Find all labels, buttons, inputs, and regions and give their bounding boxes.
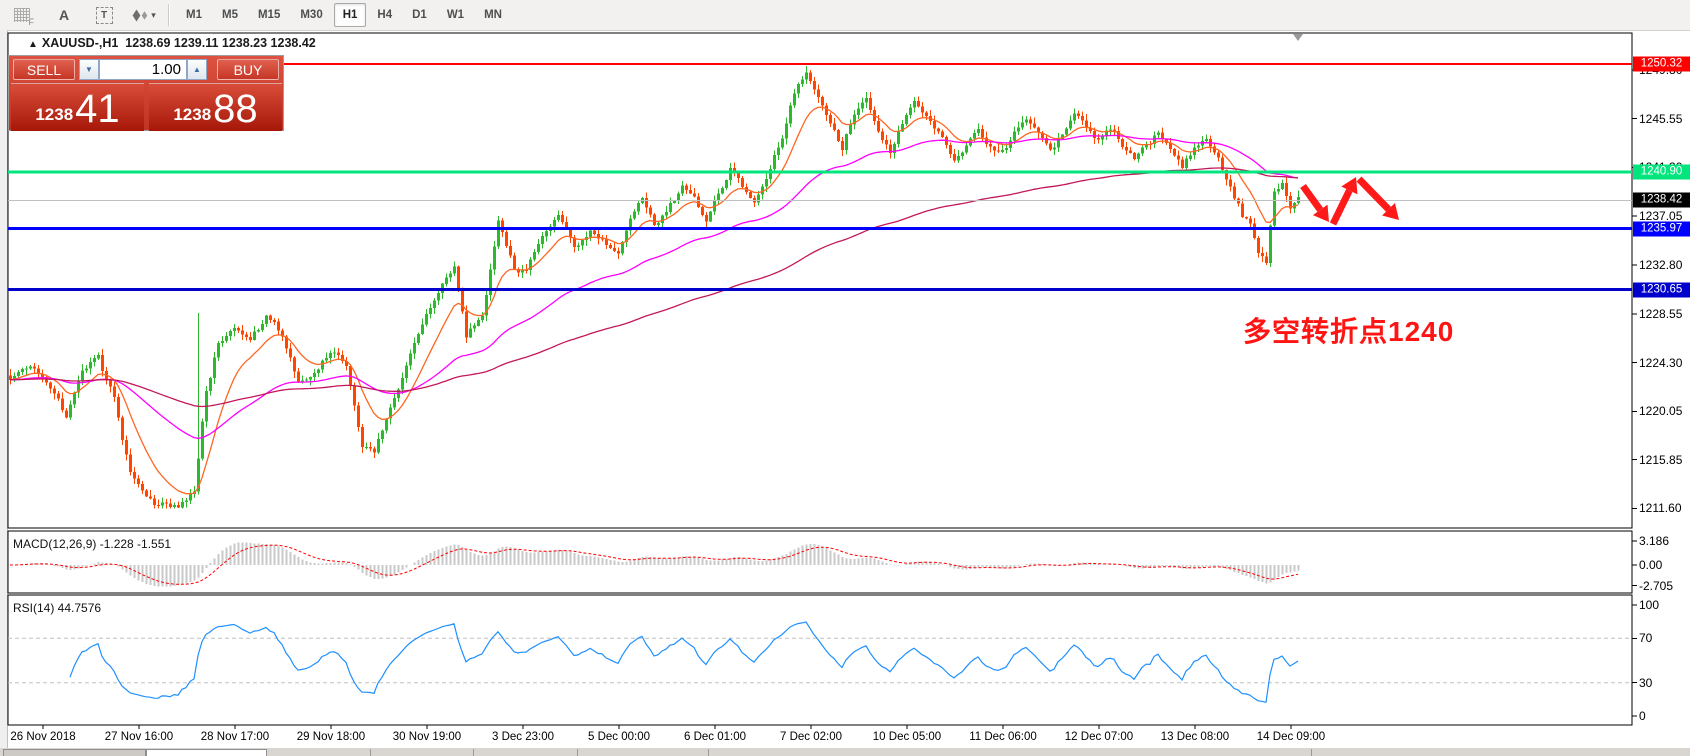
rsi-indicator [8, 621, 1632, 704]
text-box-tool-button[interactable]: T [90, 2, 118, 28]
rsi-axis-label: 30 [1639, 675, 1653, 690]
price-tick-label: 1237.05 [1639, 209, 1683, 224]
price-tick-label: 1228.55 [1639, 306, 1683, 321]
macd-axis-label: 0.00 [1639, 558, 1663, 572]
sell-price-pips: 41 [75, 87, 120, 131]
horizontal-line-objects[interactable] [8, 62, 1632, 292]
price-badge-1238.42: 1238.42 [1633, 192, 1690, 208]
rsi-axis-label: 70 [1639, 631, 1653, 646]
price-badge-1250.32: 1250.32 [1633, 56, 1690, 72]
timeframe-button-m30[interactable]: M30 [300, 9, 323, 21]
timeframe-button-h4[interactable]: H4 [377, 9, 393, 21]
tab-separator [1311, 749, 1312, 756]
annotation-arrows[interactable] [1300, 176, 1399, 226]
volume-decrease-button[interactable]: ▼ [79, 59, 99, 80]
rsi-plot-area[interactable] [7, 594, 1633, 726]
buy-price-tile[interactable]: 1238 88 [149, 83, 282, 131]
macd-axis-label: 3.186 [1639, 533, 1670, 548]
timeframe-button-m1[interactable]: M1 [186, 9, 202, 21]
price-badge-1240.90: 1240.90 [1633, 164, 1690, 180]
chart-title: ▲ XAUUSD-,H1 1238.69 1239.11 1238.23 1238… [28, 36, 316, 50]
timeframe-button-mn[interactable]: MN [484, 9, 502, 21]
chevron-down-icon: ▾ [151, 9, 156, 20]
price-tick-label: 1232.80 [1639, 257, 1683, 272]
tab-separator [708, 749, 709, 756]
text-label-tool-button[interactable]: A [58, 7, 70, 23]
price-tick-label: 1211.60 [1639, 501, 1682, 516]
chart-tab[interactable] [3, 749, 146, 756]
rsi-label: RSI(14) 44.7576 [13, 601, 102, 615]
time-tick-label: 11 Dec 06:00 [969, 731, 1037, 743]
price-badge-1230.65: 1230.65 [1633, 282, 1690, 298]
text-box-icon: T [95, 6, 113, 24]
chart-shift-marker-icon[interactable] [1293, 34, 1303, 41]
sell-price-tile[interactable]: 1238 41 [11, 83, 144, 131]
time-tick-label: 5 Dec 00:00 [587, 731, 651, 743]
timeframe-button-w1[interactable]: W1 [446, 9, 465, 21]
macd-label: MACD(12,26,9) -1.228 -1.551 [13, 537, 172, 551]
macd-plot-area[interactable] [7, 530, 1633, 594]
volume-input[interactable] [99, 59, 187, 80]
price-badge-1235.97: 1235.97 [1633, 221, 1690, 237]
time-tick-label: 14 Dec 09:00 [1256, 731, 1326, 743]
one-click-trading-panel: SELL ▼ ▲ BUY 1238 41 1238 88 [8, 55, 284, 131]
price-tick-label: 1220.05 [1639, 404, 1683, 419]
price-tick-label: 1215.85 [1639, 452, 1683, 467]
macd-axis-label: -2.705 [1639, 578, 1674, 593]
tab-separator [577, 749, 578, 756]
moving-average-lines [9, 106, 1299, 495]
chart-tab-bar [0, 748, 1690, 756]
symbol-arrow-icon: ▲ [28, 39, 38, 50]
time-tick-label: 13 Dec 08:00 [1160, 731, 1230, 743]
price-tick-label: 1245.55 [1639, 111, 1683, 126]
axis-tick-marks [42, 69, 1637, 729]
tab-separator [370, 749, 371, 756]
macd-indicator [10, 542, 1300, 587]
chart-tab-active[interactable] [146, 749, 267, 756]
timeframe-button-d1[interactable]: D1 [412, 9, 427, 21]
time-tick-label: 6 Dec 01:00 [683, 731, 747, 743]
ohlc-values: 1238.69 1239.11 1238.23 1238.42 [125, 36, 316, 50]
sell-button[interactable]: SELL [13, 59, 75, 80]
time-tick-label: 27 Nov 16:00 [104, 731, 174, 743]
chart-annotation-text[interactable]: 多空转折点1240 [1243, 316, 1455, 347]
time-tick-label: 29 Nov 18:00 [296, 731, 366, 743]
indicator-grid-icon[interactable]: F [8, 2, 36, 28]
time-tick-label: 10 Dec 05:00 [872, 731, 942, 743]
volume-increase-button[interactable]: ▲ [187, 59, 207, 80]
buy-button[interactable]: BUY [217, 59, 279, 80]
buy-price-pips: 88 [213, 87, 258, 131]
grid-f-label: F [28, 17, 34, 27]
shapes-icon: ▾ [132, 8, 156, 22]
sell-price-base: 1238 [35, 105, 74, 124]
price-tick-label: 1224.30 [1639, 355, 1683, 370]
rsi-axis-label: 100 [1639, 598, 1660, 612]
timeframe-button-h1[interactable]: H1 [333, 3, 367, 27]
time-tick-label: 3 Dec 23:00 [491, 731, 555, 743]
rsi-axis-label: 0 [1639, 709, 1646, 723]
timeframe-bar: M1 M5 M15 M30 H1 H4 D1 W1 MN [176, 3, 512, 27]
symbol-name: XAUUSD-,H1 [41, 36, 119, 50]
toolbar: F A T ▾ M1 M5 M15 M30 H1 H4 D1 W1 MN [0, 0, 1690, 31]
timeframe-button-m5[interactable]: M5 [221, 9, 238, 21]
toolbar-separator [168, 4, 170, 26]
time-tick-label: 26 Nov 2018 [10, 731, 76, 743]
tab-separator [473, 749, 474, 756]
time-tick-label: 28 Nov 17:00 [200, 731, 270, 743]
time-tick-label: 12 Dec 07:00 [1064, 731, 1134, 743]
shapes-tool-button[interactable]: ▾ [130, 2, 158, 28]
time-tick-label: 7 Dec 02:00 [779, 731, 843, 743]
timeframe-button-m15[interactable]: M15 [257, 9, 281, 21]
buy-price-base: 1238 [173, 105, 212, 124]
time-tick-label: 30 Nov 19:00 [392, 731, 462, 743]
